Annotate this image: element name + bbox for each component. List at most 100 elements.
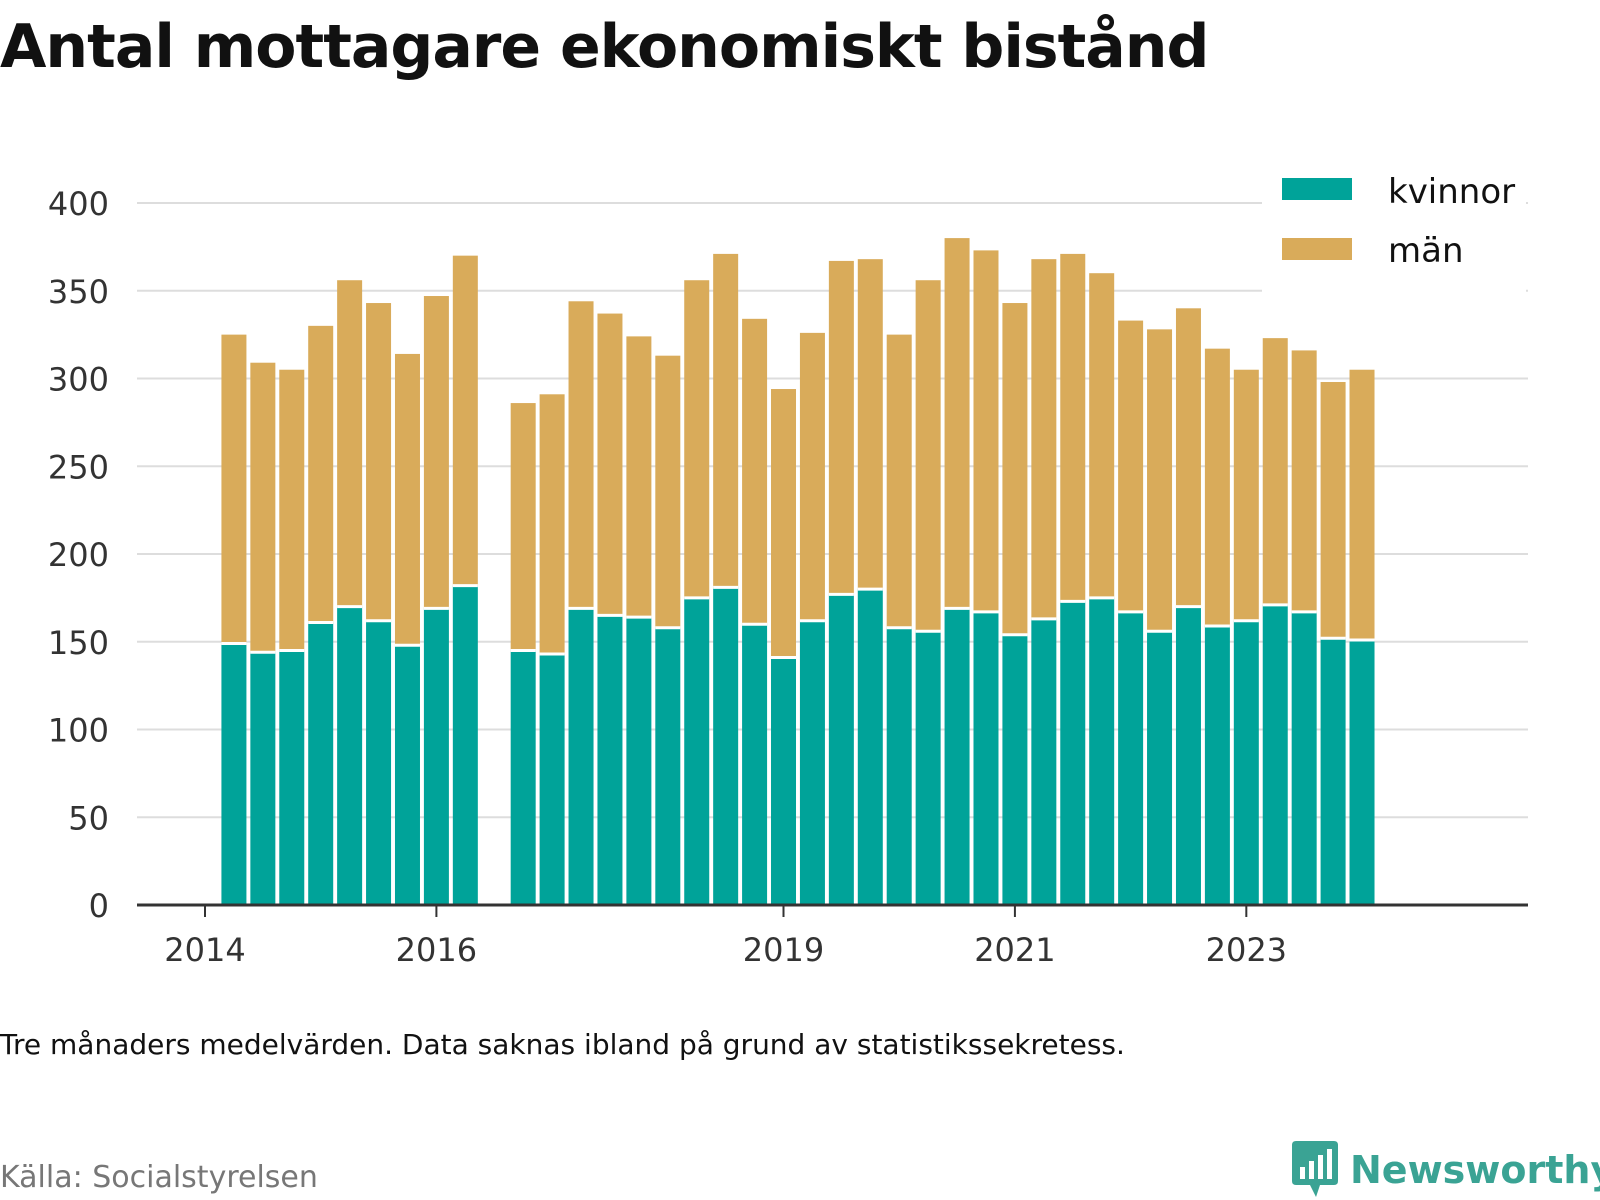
bar-kvinnor	[626, 617, 652, 905]
source-credit: Källa: Socialstyrelsen	[0, 1160, 318, 1195]
y-tick-label: 150	[48, 624, 109, 662]
legend-label-man: män	[1388, 231, 1464, 271]
bar-man	[713, 253, 739, 588]
legend: kvinnor män	[1262, 172, 1526, 296]
bar-kvinnor	[221, 643, 247, 905]
bar-man	[423, 296, 449, 609]
brand-name: Newsworthy	[1350, 1148, 1600, 1192]
legend-label-kvinnor: kvinnor	[1388, 172, 1515, 212]
bar-kvinnor	[828, 594, 854, 905]
bar-man	[626, 336, 652, 618]
bar-kvinnor	[250, 652, 276, 905]
bar-man	[1147, 329, 1173, 632]
bar-kvinnor	[1204, 625, 1230, 905]
bar-man	[1320, 382, 1346, 639]
y-tick-label: 100	[48, 712, 109, 750]
bar-kvinnor	[568, 608, 594, 905]
bar-kvinnor	[279, 650, 305, 905]
bar-man	[221, 334, 247, 644]
bar-kvinnor	[539, 654, 565, 905]
bar-kvinnor	[915, 631, 941, 905]
bar-kvinnor	[1349, 639, 1375, 905]
bar-man	[1262, 338, 1288, 605]
bar-man	[1175, 308, 1201, 607]
y-tick-label: 0	[89, 887, 109, 925]
bar-kvinnor	[1147, 631, 1173, 905]
bar-kvinnor	[423, 608, 449, 905]
bar-kvinnor	[308, 622, 334, 905]
y-tick-label: 300	[48, 361, 109, 399]
bar-kvinnor	[742, 624, 768, 905]
bar-kvinnor	[1262, 604, 1288, 905]
bar-man	[1349, 369, 1375, 640]
bar-kvinnor	[1089, 597, 1115, 905]
bar-kvinnor	[1175, 606, 1201, 905]
bar-man	[394, 353, 420, 646]
y-tick-label: 400	[48, 185, 109, 223]
bar-kvinnor	[886, 627, 912, 905]
x-tick-label: 2019	[743, 931, 824, 969]
bar-man	[366, 303, 392, 621]
x-tick-label: 2014	[164, 931, 245, 969]
bars	[221, 238, 1375, 905]
chart-note: Tre månaders medelvärden. Data saknas ib…	[0, 1028, 1125, 1061]
bar-man	[1089, 273, 1115, 598]
bar-man	[1291, 350, 1317, 612]
y-tick-label: 200	[48, 536, 109, 574]
bar-man	[886, 334, 912, 628]
bar-kvinnor	[713, 587, 739, 905]
legend-swatch-kvinnor	[1282, 178, 1352, 200]
bar-man	[655, 355, 681, 628]
bar-kvinnor	[1060, 601, 1086, 905]
bar-kvinnor	[1291, 611, 1317, 905]
x-tick-label: 2016	[396, 931, 477, 969]
stacked-bar-chart: 0 50 100 150 200 250 300 350 400 2014 2016 2019 202…	[48, 172, 1528, 969]
y-tick-labels: 0 50 100 150 200 250 300 350 400	[48, 185, 109, 925]
bar-kvinnor	[973, 611, 999, 905]
bar-chart-speech-bubble-icon	[1292, 1141, 1338, 1197]
bar-kvinnor	[857, 589, 883, 905]
newsworthy-logo[interactable]: Newsworthy	[1290, 1140, 1600, 1200]
bar-kvinnor	[1320, 638, 1346, 905]
bar-man	[973, 250, 999, 612]
bar-man	[539, 394, 565, 655]
bar-kvinnor	[337, 606, 363, 905]
bar-man	[828, 260, 854, 595]
bar-kvinnor	[799, 620, 825, 905]
bar-man	[1118, 320, 1144, 612]
bar-kvinnor	[1118, 611, 1144, 905]
y-tick-label: 250	[48, 448, 109, 486]
bar-kvinnor	[510, 650, 536, 905]
bar-kvinnor	[1233, 620, 1259, 905]
bar-man	[742, 318, 768, 625]
bar-man	[1233, 369, 1259, 621]
bar-man	[250, 362, 276, 653]
bar-kvinnor	[1031, 618, 1057, 905]
bar-kvinnor	[452, 585, 478, 905]
y-tick-label: 350	[48, 273, 109, 311]
bar-man	[857, 259, 883, 590]
x-tick-label: 2021	[974, 931, 1055, 969]
bar-man	[510, 403, 536, 651]
axes	[137, 903, 1528, 917]
bar-man	[452, 255, 478, 586]
bar-man	[308, 325, 334, 623]
x-tick-labels: 2014 2016 2019 2021 2023	[164, 931, 1287, 969]
bar-man	[1060, 253, 1086, 602]
bar-kvinnor	[366, 620, 392, 905]
bar-man	[279, 369, 305, 651]
bar-man	[915, 280, 941, 632]
x-tick-label: 2023	[1206, 931, 1287, 969]
bar-man	[337, 280, 363, 607]
bar-man	[597, 313, 623, 616]
bar-man	[771, 389, 797, 658]
bar-man	[1204, 348, 1230, 626]
bar-kvinnor	[394, 645, 420, 905]
bar-kvinnor	[1002, 634, 1028, 905]
bar-kvinnor	[655, 627, 681, 905]
bar-man	[944, 238, 970, 609]
bar-man	[568, 301, 594, 609]
bar-man	[1031, 259, 1057, 619]
bar-man	[1002, 303, 1028, 635]
bar-kvinnor	[597, 615, 623, 905]
